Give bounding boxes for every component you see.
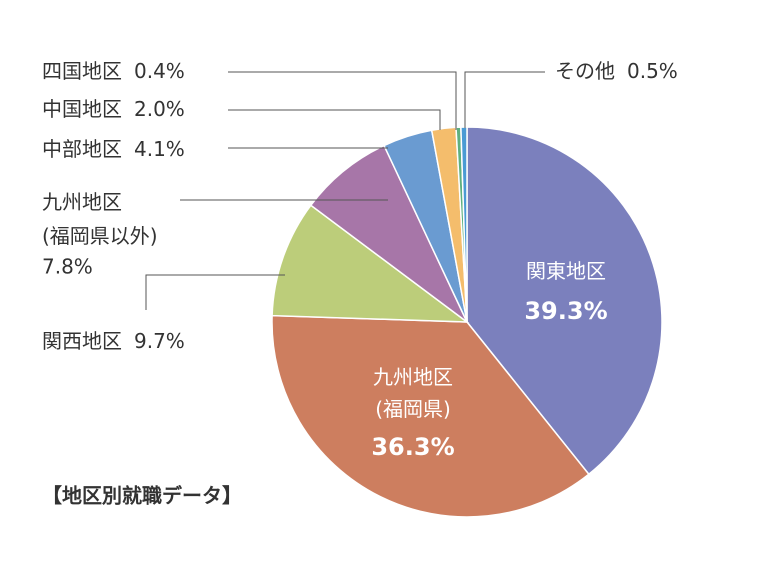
value-label: 39.3% — [524, 297, 607, 325]
slice-label: 九州地区(福岡県以外) — [42, 190, 158, 248]
slice-label: 関西地区 9.7% — [42, 329, 185, 353]
value-label: 2.0% — [134, 97, 185, 121]
value-label: 36.3% — [371, 433, 454, 461]
pie-slice — [271, 314, 590, 518]
chart-title: 【地区別就職データ】 — [42, 484, 242, 508]
slice-label: 中部地区 4.1% — [42, 137, 185, 161]
leader-line — [228, 109, 441, 130]
leader-line — [145, 274, 285, 310]
slice-label: 関東地区 — [526, 259, 606, 283]
leader-line — [464, 71, 545, 128]
leader-line — [228, 71, 457, 130]
pie-slice — [271, 204, 470, 323]
value-label: 0.4% — [134, 59, 185, 83]
pie-slice — [460, 126, 468, 323]
value-label: 9.7% — [134, 329, 185, 353]
slice-label: 四国地区 0.4% — [42, 59, 185, 83]
pie-slice — [466, 126, 663, 476]
slice-label: その他 0.5% — [555, 59, 678, 83]
value-label: 7.8% — [42, 255, 93, 279]
pie-slice — [309, 144, 468, 323]
slice-label: 九州地区(福岡県) — [373, 365, 453, 421]
value-label: 0.5% — [627, 59, 678, 83]
slice-label: 中国地区 2.0% — [42, 97, 185, 121]
value-label: 4.1% — [134, 137, 185, 161]
